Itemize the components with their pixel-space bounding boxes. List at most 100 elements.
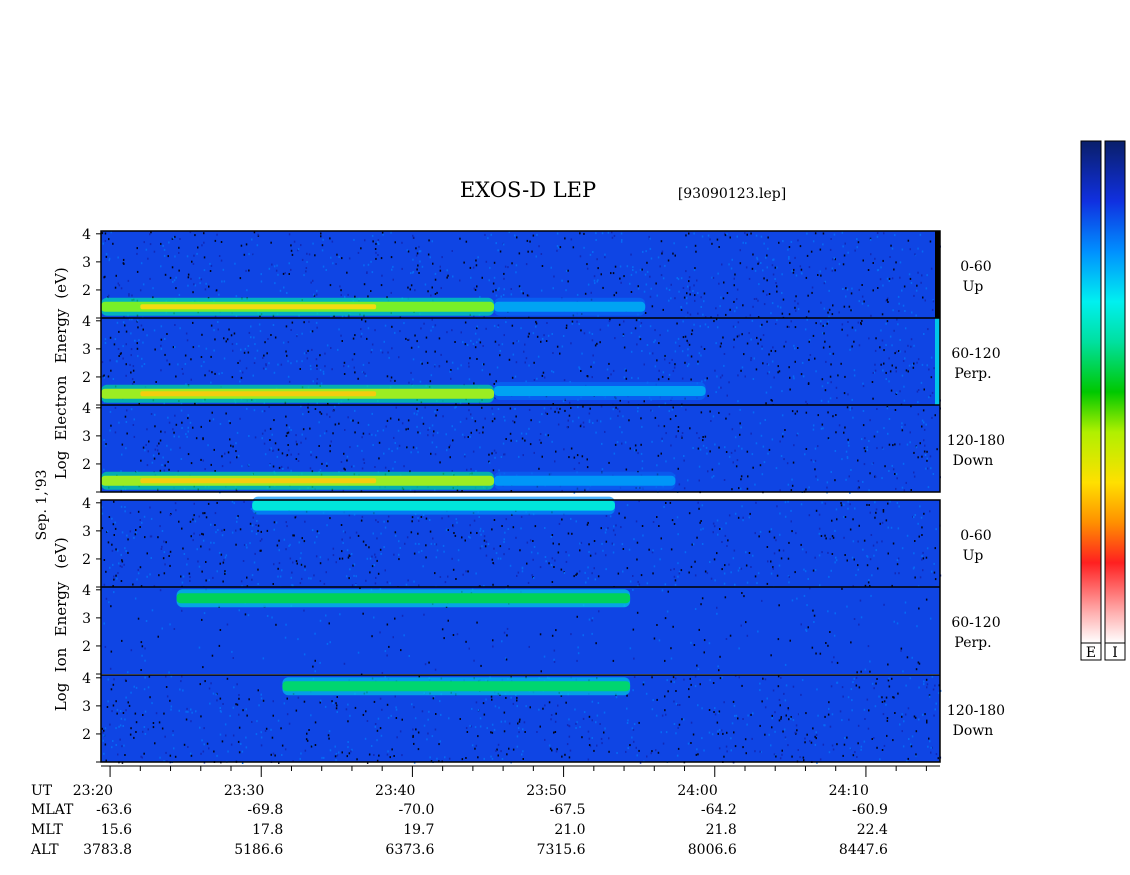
noise-pixel — [401, 422, 404, 425]
noise-pixel — [124, 754, 126, 756]
noise-pixel — [225, 734, 227, 737]
noise-pixel — [499, 557, 502, 560]
noise-pixel — [427, 732, 429, 735]
noise-pixel — [104, 342, 107, 344]
noise-pixel — [896, 622, 899, 625]
noise-pixel — [792, 375, 795, 378]
edge-gap — [935, 231, 940, 318]
noise-pixel — [775, 282, 777, 284]
noise-pixel — [687, 348, 689, 351]
noise-pixel — [636, 754, 638, 757]
ephemeris-value: 23:50 — [526, 783, 566, 799]
noise-pixel — [782, 298, 785, 301]
noise-pixel — [634, 327, 637, 330]
noise-pixel — [435, 556, 438, 559]
noise-pixel — [180, 409, 183, 412]
noise-pixel — [413, 552, 416, 555]
noise-pixel — [767, 236, 769, 239]
noise-pixel — [894, 712, 896, 714]
noise-pixel — [692, 733, 695, 736]
noise-pixel — [225, 412, 227, 415]
noise-pixel — [848, 475, 850, 478]
noise-pixel — [135, 721, 138, 724]
noise-pixel — [871, 574, 873, 577]
noise-pixel — [303, 274, 305, 277]
noise-pixel — [329, 749, 332, 752]
noise-pixel — [492, 282, 495, 285]
noise-pixel — [321, 756, 323, 759]
noise-pixel — [700, 520, 702, 522]
noise-pixel — [177, 363, 179, 366]
noise-pixel — [224, 572, 226, 575]
noise-pixel — [516, 696, 518, 699]
noise-pixel — [918, 662, 921, 665]
noise-pixel — [656, 516, 658, 518]
noise-pixel — [496, 748, 498, 751]
noise-pixel — [273, 265, 276, 268]
noise-pixel — [393, 553, 395, 556]
noise-pixel — [687, 285, 689, 288]
noise-pixel — [215, 693, 217, 696]
noise-pixel — [478, 516, 480, 518]
noise-pixel — [789, 388, 791, 391]
noise-pixel — [792, 719, 795, 722]
noise-pixel — [348, 514, 351, 517]
noise-pixel — [238, 726, 241, 729]
pitch-range-label: 60-120 — [951, 615, 1000, 631]
noise-pixel — [770, 528, 773, 531]
noise-pixel — [422, 565, 424, 568]
noise-pixel — [759, 325, 762, 328]
noise-pixel — [309, 330, 312, 333]
noise-pixel — [595, 642, 597, 645]
noise-pixel — [354, 431, 356, 434]
noise-pixel — [131, 378, 134, 381]
noise-pixel — [461, 490, 463, 493]
noise-pixel — [524, 439, 526, 442]
colorbars: E I — [1080, 140, 1126, 661]
noise-pixel — [306, 261, 308, 263]
noise-pixel — [662, 742, 665, 745]
noise-pixel — [142, 714, 144, 716]
noise-pixel — [137, 355, 139, 358]
noise-pixel — [752, 554, 754, 557]
noise-pixel — [522, 454, 524, 457]
noise-pixel — [295, 560, 298, 563]
noise-pixel — [740, 369, 742, 372]
noise-pixel — [298, 541, 300, 544]
ion-group-frame — [100, 499, 941, 763]
noise-pixel — [556, 245, 559, 247]
noise-pixel — [841, 231, 844, 234]
noise-pixel — [788, 366, 790, 369]
noise-pixel — [555, 712, 557, 715]
noise-pixel — [149, 573, 151, 576]
noise-pixel — [649, 237, 651, 240]
noise-pixel — [834, 561, 836, 564]
noise-pixel — [726, 233, 728, 236]
noise-pixel — [787, 707, 789, 710]
noise-pixel — [285, 548, 287, 551]
noise-pixel — [528, 364, 530, 367]
noise-pixel — [858, 686, 861, 689]
noise-pixel — [422, 514, 425, 516]
noise-pixel — [689, 286, 691, 289]
noise-pixel — [525, 705, 527, 708]
noise-pixel — [316, 364, 318, 367]
noise-pixel — [551, 534, 554, 536]
noise-pixel — [382, 429, 385, 432]
noise-pixel — [827, 610, 829, 613]
noise-pixel — [553, 566, 555, 568]
noise-pixel — [626, 694, 628, 697]
noise-pixel — [494, 340, 497, 343]
noise-pixel — [577, 416, 580, 419]
noise-pixel — [895, 370, 897, 373]
noise-pixel — [800, 623, 802, 626]
noise-pixel — [631, 376, 633, 379]
noise-pixel — [832, 352, 835, 355]
noise-pixel — [434, 488, 436, 491]
noise-pixel — [492, 413, 494, 416]
noise-pixel — [321, 244, 324, 247]
noise-pixel — [843, 516, 845, 518]
noise-pixel — [314, 632, 316, 635]
noise-pixel — [141, 645, 144, 648]
noise-pixel — [683, 296, 686, 299]
